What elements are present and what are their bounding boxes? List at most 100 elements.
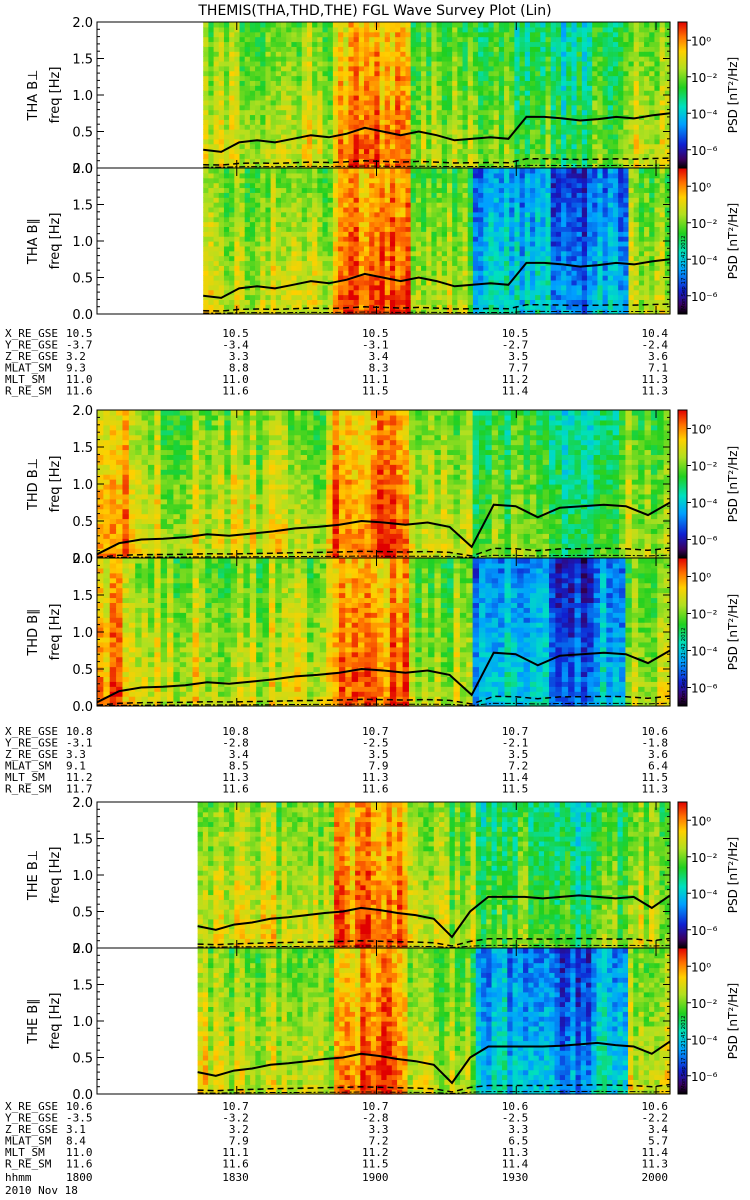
ephemeris-label: MLAT_SM xyxy=(5,362,52,375)
fce-line xyxy=(96,501,671,556)
ephemeris-value: 3.2 xyxy=(229,1123,249,1136)
freq-tick-label: 0.5 xyxy=(72,272,93,287)
ephemeris-value: 10.4 xyxy=(642,327,669,340)
timestamp-stamp: Mon Sep 17 11:21:42 2012 xyxy=(681,627,687,702)
ephemeris-value: 11.0 xyxy=(66,373,93,386)
ephemeris-value: 8.3 xyxy=(369,362,389,375)
ephemeris-value: 11.7 xyxy=(66,783,93,796)
ephemeris-value: 11.5 xyxy=(362,1158,389,1171)
colorbar-tick-label: 10⁻⁴ xyxy=(691,497,718,511)
ephemeris-value: 3.1 xyxy=(66,1123,86,1136)
ephemeris-value: 11.2 xyxy=(66,771,93,784)
ephemeris-table-thd: X_RE_GSE 10.8 10.8 10.7 10.7 10.6 Y_RE_GSE -3.1… xyxy=(5,725,668,796)
colorbar-tick-label: 10⁻² xyxy=(691,71,718,85)
panel-label: THD B⊥ xyxy=(26,458,41,511)
freq-axis-label: freq [Hz] xyxy=(48,993,63,1050)
colorbar-tick-label: 10⁻² xyxy=(691,217,718,231)
colorbar-tick-label: 10⁻⁶ xyxy=(691,534,718,548)
fce-line xyxy=(203,258,671,299)
ephemeris-value: 11.1 xyxy=(362,373,389,386)
ephemeris-value: 11.3 xyxy=(642,385,669,398)
fce-fraction-line xyxy=(203,157,671,166)
ephemeris-value: 10.7 xyxy=(362,1100,389,1113)
colorbar-tick-label: 10⁰ xyxy=(691,814,711,828)
ephemeris-value: 11.3 xyxy=(642,1158,669,1171)
colorbar-tick-label: 10⁻⁴ xyxy=(691,645,718,659)
freq-tick-label: 2.0 xyxy=(72,404,93,419)
fce-line xyxy=(96,649,671,704)
ephemeris-label: Y_RE_GSE xyxy=(5,1112,58,1125)
ephemeris-value: 3.3 xyxy=(508,1123,528,1136)
ephemeris-value: 11.6 xyxy=(222,783,249,796)
spectrogram-panel-the-perp: 0.0 0.5 1.0 1.5 2.0 THE B⊥ freq [Hz] 10⁰ 10⁻² 10⁻… xyxy=(26,796,740,957)
ephemeris-value: -3.4 xyxy=(222,339,249,352)
spectrogram-panel-thd-par: 0.0 0.5 1.0 1.5 2.0 THD B∥ freq [Hz] 10⁰ 10⁻² 10⁻… xyxy=(26,552,740,715)
ephemeris-value: -2.8 xyxy=(222,737,249,750)
ephemeris-value: 6.4 xyxy=(648,760,668,773)
ephemeris-value: 10.5 xyxy=(502,327,529,340)
plot-title: THEMIS(THA,THD,THE) FGL Wave Survey Plot… xyxy=(197,3,551,19)
freq-tick-label: 1.5 xyxy=(72,53,93,68)
ephemeris-value: 3.3 xyxy=(369,1123,389,1136)
freq-tick-label: 1.0 xyxy=(72,89,93,104)
freq-tick-label: 1.5 xyxy=(72,441,93,456)
freq-tick-label: 0.0 xyxy=(72,162,93,177)
fce-line xyxy=(203,112,671,153)
colorbar-tick-label: 10⁻⁶ xyxy=(691,290,718,304)
freq-tick-label: 0.0 xyxy=(72,552,93,567)
freq-axis-label: freq [Hz] xyxy=(48,456,63,513)
ephemeris-value: 11.2 xyxy=(362,1146,389,1159)
freq-axis-label: freq [Hz] xyxy=(48,847,63,904)
ephemeris-value: 10.6 xyxy=(502,1100,529,1113)
timestamp-stamp: Mon Sep 17 11:21:45 2012 xyxy=(681,1015,687,1090)
ephemeris-value: -2.5 xyxy=(362,737,389,750)
fce-fraction-line xyxy=(96,695,671,707)
freq-axis-label: freq [Hz] xyxy=(48,67,63,124)
ephemeris-value: 11.3 xyxy=(502,1146,529,1159)
panel-label: THA B⊥ xyxy=(26,70,41,122)
ephemeris-label: Z_RE_GSE xyxy=(5,350,58,363)
ephemeris-label: MLT_SM xyxy=(5,1146,45,1159)
ephemeris-value: 11.6 xyxy=(66,1158,93,1171)
ephemeris-value: 11.0 xyxy=(222,373,249,386)
ephemeris-value: -3.5 xyxy=(66,1112,93,1125)
ephemeris-value: 10.5 xyxy=(362,327,389,340)
freq-tick-label: 1.5 xyxy=(72,199,93,214)
ephemeris-value: 7.7 xyxy=(508,362,528,375)
spectrogram-heatmap xyxy=(197,948,671,1095)
ephemeris-value: 11.3 xyxy=(362,771,389,784)
freq-tick-label: 2.0 xyxy=(72,16,93,31)
colorbar-tick-label: 10⁻² xyxy=(691,460,718,474)
fce-line xyxy=(197,1040,671,1085)
time-tick-label: 1930 xyxy=(502,1171,529,1184)
ephemeris-value: 11.0 xyxy=(66,1146,93,1159)
time-tick-label: 1900 xyxy=(362,1171,389,1184)
colorbar xyxy=(677,21,688,169)
colorbar xyxy=(677,557,688,707)
ephemeris-value: 3.6 xyxy=(648,350,668,363)
colorbar-label: PSD [nT²/Hz] xyxy=(726,57,740,133)
ephemeris-value: -2.8 xyxy=(362,1112,389,1125)
colorbar xyxy=(677,801,688,949)
freq-tick-label: 1.0 xyxy=(72,626,93,641)
ephemeris-table-the: X_RE_GSE 10.6 10.7 10.7 10.6 10.6 Y_RE_GSE -3.5… xyxy=(5,1100,668,1171)
ephemeris-value: 3.5 xyxy=(508,350,528,363)
fci-line xyxy=(197,944,671,949)
ephemeris-value: 11.3 xyxy=(222,771,249,784)
freq-tick-label: 2.0 xyxy=(72,942,93,957)
fci-line xyxy=(96,554,671,559)
fce-fraction-line xyxy=(203,303,671,312)
ephemeris-value: 11.5 xyxy=(642,771,669,784)
freq-tick-label: 2.0 xyxy=(72,552,93,567)
fce-line xyxy=(197,894,671,939)
ephemeris-value: 5.7 xyxy=(648,1135,668,1148)
panel-label: THA B∥ xyxy=(26,218,41,265)
ephemeris-value: 3.4 xyxy=(369,350,389,363)
ephemeris-label: X_RE_GSE xyxy=(5,327,58,340)
colorbar-tick-label: 10⁻⁴ xyxy=(691,1033,718,1047)
freq-tick-label: 1.0 xyxy=(72,1015,93,1030)
colorbar xyxy=(677,409,688,559)
time-axis: 1800 1830 1900 1930 2000 xyxy=(66,1171,668,1184)
date-label: 2010 Nov 18 xyxy=(5,1184,78,1197)
